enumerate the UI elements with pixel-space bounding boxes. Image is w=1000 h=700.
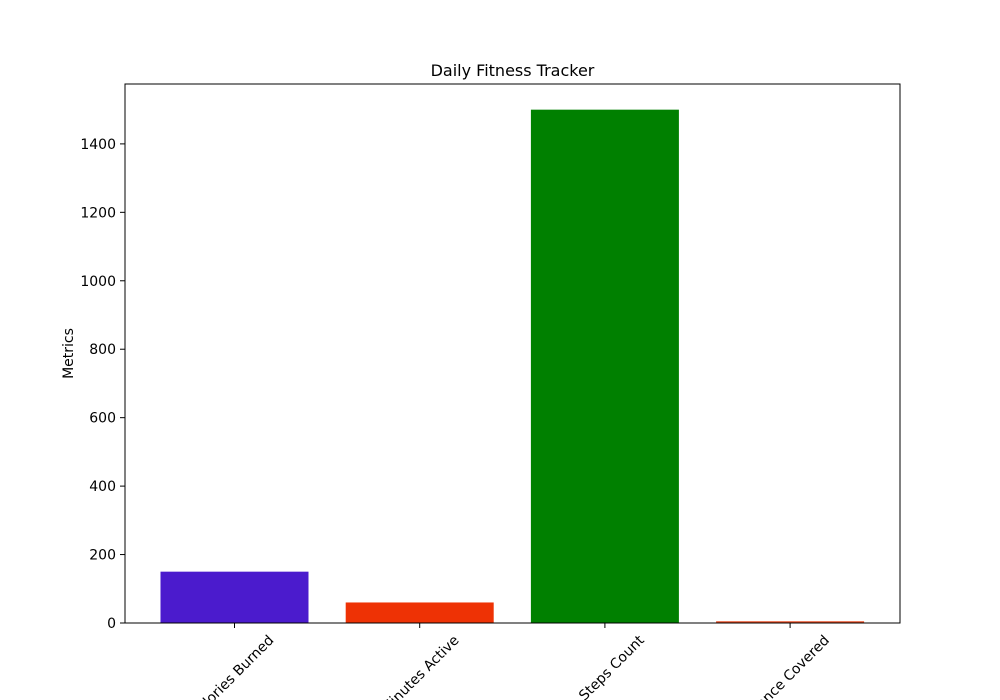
x-axis: Calories Burned Minutes Active Steps Count… (187, 623, 833, 700)
y-tick-label: 1400 (80, 137, 116, 153)
bar-steps-count (530, 109, 679, 624)
y-tick-label: 1000 (80, 274, 116, 290)
bar-calories-burned (160, 571, 309, 623)
y-tick-label: 200 (89, 548, 116, 564)
chart-title: Daily Fitness Tracker (431, 61, 595, 80)
y-tick-label: 800 (89, 342, 116, 358)
bar-minutes-active (345, 602, 494, 623)
y-tick-label: 0 (107, 616, 116, 632)
x-tick-label: Calories Burned (187, 633, 277, 700)
y-tick-label: 1200 (80, 205, 116, 221)
y-tick-label: 400 (89, 479, 116, 495)
y-tick-label: 600 (89, 411, 116, 427)
y-axis-label: Metrics (61, 328, 77, 379)
bars-layer (160, 109, 865, 624)
x-tick-label: Steps Count (576, 632, 648, 700)
x-tick-label: Distance Covered (734, 633, 833, 700)
bar-distance-covered (716, 621, 865, 623)
x-tick-label: Minutes Active (378, 633, 462, 700)
plot-area-frame (124, 83, 901, 624)
y-axis: 0 200 400 600 800 1000 1200 1400 (80, 137, 125, 632)
